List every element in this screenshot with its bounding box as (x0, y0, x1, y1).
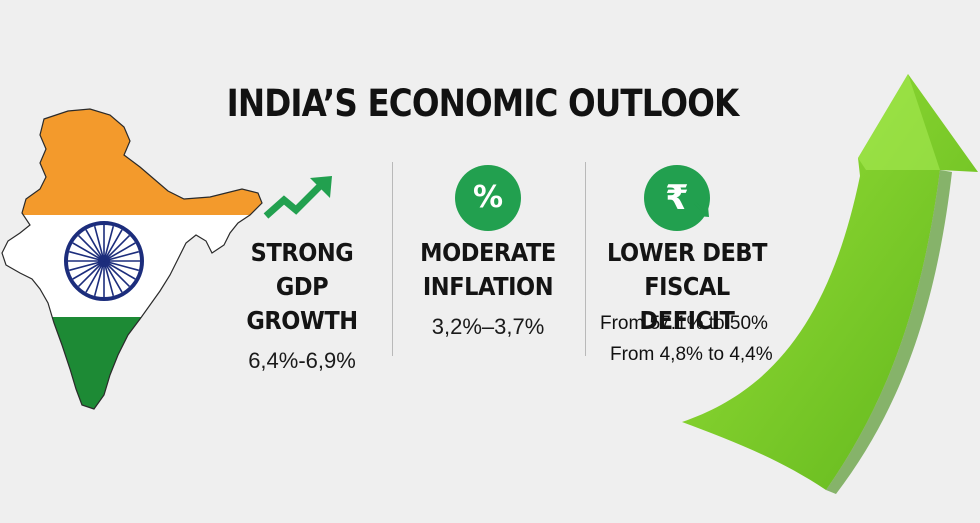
gdp-growth-value: 6,4%-6,9% (248, 348, 356, 373)
rupee-icon: ₹ (644, 165, 710, 231)
divider (585, 162, 586, 356)
big-growth-arrow (682, 74, 978, 494)
debt-deficit-metric: LOWER DEBT FISCAL DEFICIT (592, 236, 782, 338)
debt-label-line1: LOWER DEBT (606, 238, 768, 267)
trend-up-arrow-icon (263, 176, 332, 219)
gdp-growth-metric: STRONG GDP GROWTH 6,4%-6,9% (212, 236, 392, 374)
debt-value: From 57.1% to 50% (600, 313, 768, 334)
debt-label-line2: FISCAL DEFICIT (639, 272, 735, 335)
ashoka-chakra-icon (64, 221, 144, 301)
page-title: INDIA’S ECONOMIC OUTLOOK (226, 82, 740, 125)
percent-icon: % (455, 165, 521, 231)
down-arrow-icon (693, 201, 709, 217)
fiscal-deficit-value: From 4,8% to 4,4% (610, 344, 773, 365)
gdp-label-line2: GDP GROWTH (246, 272, 358, 335)
india-map-flag (1, 108, 263, 410)
inflation-metric: MODERATE INFLATION 3,2%–3,7% (402, 236, 574, 340)
inflation-label-line1: MODERATE (420, 238, 556, 267)
divider (392, 162, 393, 356)
gdp-label-line1: STRONG (250, 238, 354, 267)
inflation-label-line2: INFLATION (422, 272, 554, 301)
inflation-value: 3,2%–3,7% (431, 314, 545, 339)
